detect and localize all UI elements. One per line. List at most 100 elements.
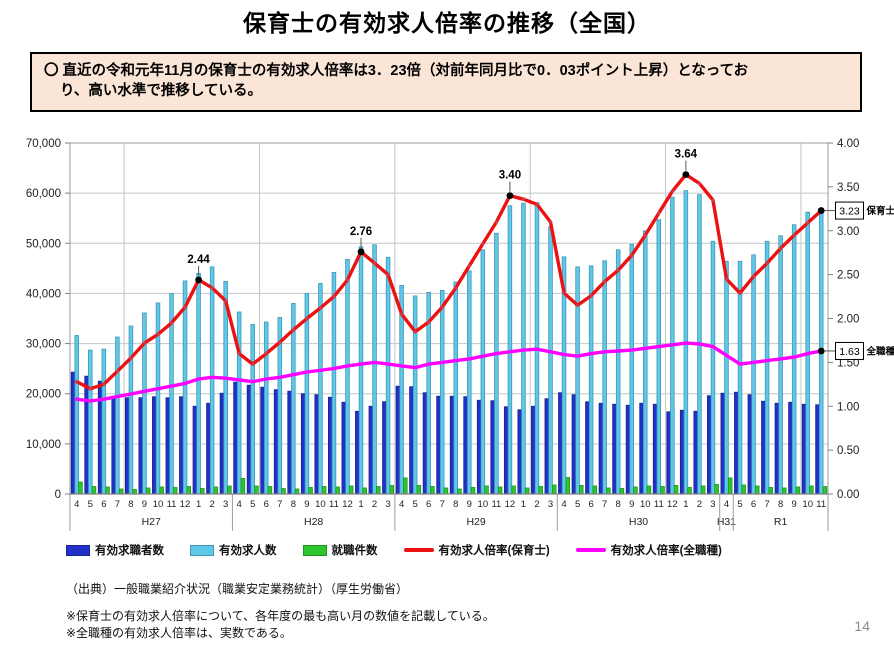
svg-text:70,000: 70,000 xyxy=(26,138,61,150)
svg-text:1: 1 xyxy=(521,499,526,510)
svg-text:H28: H28 xyxy=(304,516,323,528)
svg-text:8: 8 xyxy=(128,499,133,510)
legend-label: 有効求人倍率(保育士) xyxy=(438,545,550,557)
svg-text:12: 12 xyxy=(505,499,516,510)
svg-text:10: 10 xyxy=(153,499,164,510)
svg-text:7: 7 xyxy=(602,499,607,510)
svg-text:11: 11 xyxy=(654,499,664,510)
page-title: 保育士の有効求人倍率の推移（全国） xyxy=(243,10,651,36)
svg-text:8: 8 xyxy=(453,499,458,510)
legend-swatch-line xyxy=(403,548,434,552)
svg-text:10,000: 10,000 xyxy=(26,439,61,451)
svg-text:8: 8 xyxy=(778,499,783,510)
svg-text:1.00: 1.00 xyxy=(837,401,859,413)
svg-text:4: 4 xyxy=(724,499,729,510)
svg-text:9: 9 xyxy=(467,499,472,510)
bars-openings xyxy=(74,190,824,495)
svg-text:5: 5 xyxy=(575,499,580,510)
svg-text:8: 8 xyxy=(291,499,296,510)
source-note: （出典）一般職業紹介状況（職業安定業務統計）（厚生労働省） xyxy=(66,582,409,596)
svg-text:9: 9 xyxy=(629,499,634,510)
svg-text:12: 12 xyxy=(667,499,678,510)
svg-text:3.64: 3.64 xyxy=(675,149,698,161)
footnote-2: ※全職種の有効求人倍率は、実数である。 xyxy=(66,626,292,640)
svg-text:3.50: 3.50 xyxy=(837,182,859,194)
callout-line1: 〇 直近の令和元年11月の保育士の有効求人倍率は3．23倍（対前年同月比で0．0… xyxy=(44,63,749,79)
svg-text:7: 7 xyxy=(764,499,769,510)
svg-text:0: 0 xyxy=(55,489,61,501)
peak-annotations: 2.44 2.76 3.40 3.64 xyxy=(187,149,698,284)
legend-label: 有効求人数 xyxy=(219,545,277,557)
svg-text:4: 4 xyxy=(561,499,566,510)
svg-text:3.23: 3.23 xyxy=(839,205,860,217)
svg-text:8: 8 xyxy=(616,499,621,510)
svg-text:50,000: 50,000 xyxy=(26,238,61,250)
page-number: 14 xyxy=(854,618,870,634)
callout-line2: り、高い水準で推移している。 xyxy=(60,83,262,99)
right-axis-labels: 0.00 0.50 1.00 1.50 2.00 2.50 3.00 3.50 4.00 xyxy=(828,138,859,501)
svg-text:4: 4 xyxy=(399,499,404,510)
svg-text:3: 3 xyxy=(548,499,553,510)
legend-item-2: 就職件数 xyxy=(302,542,378,558)
svg-text:3: 3 xyxy=(710,499,715,510)
footnote-1: ※保育士の有効求人倍率について、各年度の最も高い月の数値を記載している。 xyxy=(66,609,495,623)
svg-text:4: 4 xyxy=(237,499,242,510)
chart-legend: 有効求職者数 有効求人数 就職件数 有効求人倍率(保育士) 有効求人倍率(全職種) xyxy=(66,542,722,558)
svg-text:2.44: 2.44 xyxy=(187,254,210,266)
legend-swatch-bar xyxy=(190,544,214,556)
svg-text:R1: R1 xyxy=(774,516,788,528)
svg-text:1: 1 xyxy=(358,499,363,510)
svg-text:保育士: 保育士 xyxy=(866,205,894,217)
legend-swatch-bar xyxy=(302,544,327,556)
svg-text:2: 2 xyxy=(697,499,702,510)
legend-label: 有効求職者数 xyxy=(95,545,164,557)
svg-text:9: 9 xyxy=(142,499,147,510)
svg-text:40,000: 40,000 xyxy=(26,288,61,300)
svg-text:3: 3 xyxy=(385,499,390,510)
legend-label: 就職件数 xyxy=(331,545,378,557)
end-callouts: 3.23 保育士 1.63 全職種 xyxy=(817,201,894,360)
svg-text:11: 11 xyxy=(491,499,501,510)
svg-text:20,000: 20,000 xyxy=(26,389,61,401)
svg-text:0.50: 0.50 xyxy=(837,445,859,457)
svg-text:0.00: 0.00 xyxy=(837,489,859,501)
footnotes: ※保育士の有効求人倍率について、各年度の最も高い月の数値を記載している。 ※全職… xyxy=(66,608,495,642)
legend-item-4: 有効求人倍率(全職種) xyxy=(575,542,722,558)
svg-text:2: 2 xyxy=(534,499,539,510)
svg-text:H29: H29 xyxy=(466,516,485,528)
svg-text:5: 5 xyxy=(737,499,742,510)
svg-text:7: 7 xyxy=(440,499,445,510)
svg-text:H31: H31 xyxy=(717,516,736,528)
line-ratio-all-jobs xyxy=(75,341,823,403)
svg-text:10: 10 xyxy=(640,499,651,510)
svg-text:10: 10 xyxy=(478,499,489,510)
legend-swatch-line xyxy=(575,548,606,552)
svg-text:6: 6 xyxy=(101,499,106,510)
callout-bullet: 〇 xyxy=(44,63,59,79)
svg-text:11: 11 xyxy=(816,499,826,510)
svg-text:全職種: 全職種 xyxy=(866,345,894,357)
svg-text:1: 1 xyxy=(683,499,688,510)
svg-text:2.00: 2.00 xyxy=(837,314,859,326)
legend-item-0: 有効求職者数 xyxy=(66,542,164,558)
left-axis-labels: 0 10,000 20,000 30,000 40,000 50,000 60,000 70,… xyxy=(26,138,70,501)
svg-text:5: 5 xyxy=(88,499,93,510)
ratio-trend-chart: 0 10,000 20,000 30,000 40,000 50,000 60,000 70,… xyxy=(26,138,894,531)
fiscal-year-labels: H27 H28 H29 H30 H31 R1 xyxy=(69,494,829,531)
legend-item-3: 有効求人倍率(保育士) xyxy=(403,542,550,558)
svg-text:3.40: 3.40 xyxy=(499,170,521,182)
svg-text:3.00: 3.00 xyxy=(837,226,859,238)
svg-text:6: 6 xyxy=(588,499,593,510)
svg-text:12: 12 xyxy=(342,499,353,510)
svg-text:30,000: 30,000 xyxy=(26,339,61,351)
legend-label: 有効求人倍率(全職種) xyxy=(610,545,722,557)
legend-item-1: 有効求人数 xyxy=(190,542,277,558)
svg-text:2.76: 2.76 xyxy=(350,226,372,238)
svg-text:6: 6 xyxy=(751,499,756,510)
svg-text:5: 5 xyxy=(413,499,418,510)
svg-text:1.50: 1.50 xyxy=(837,357,859,369)
svg-text:9: 9 xyxy=(792,499,797,510)
svg-text:10: 10 xyxy=(802,499,813,510)
month-axis-labels: 4 5 6 7 8 9 10 11 12 1 2 3 4 5 6 7 8 9 10 11 12 1 2 3 4 5 6 7 8 9 10 11… xyxy=(74,499,826,510)
